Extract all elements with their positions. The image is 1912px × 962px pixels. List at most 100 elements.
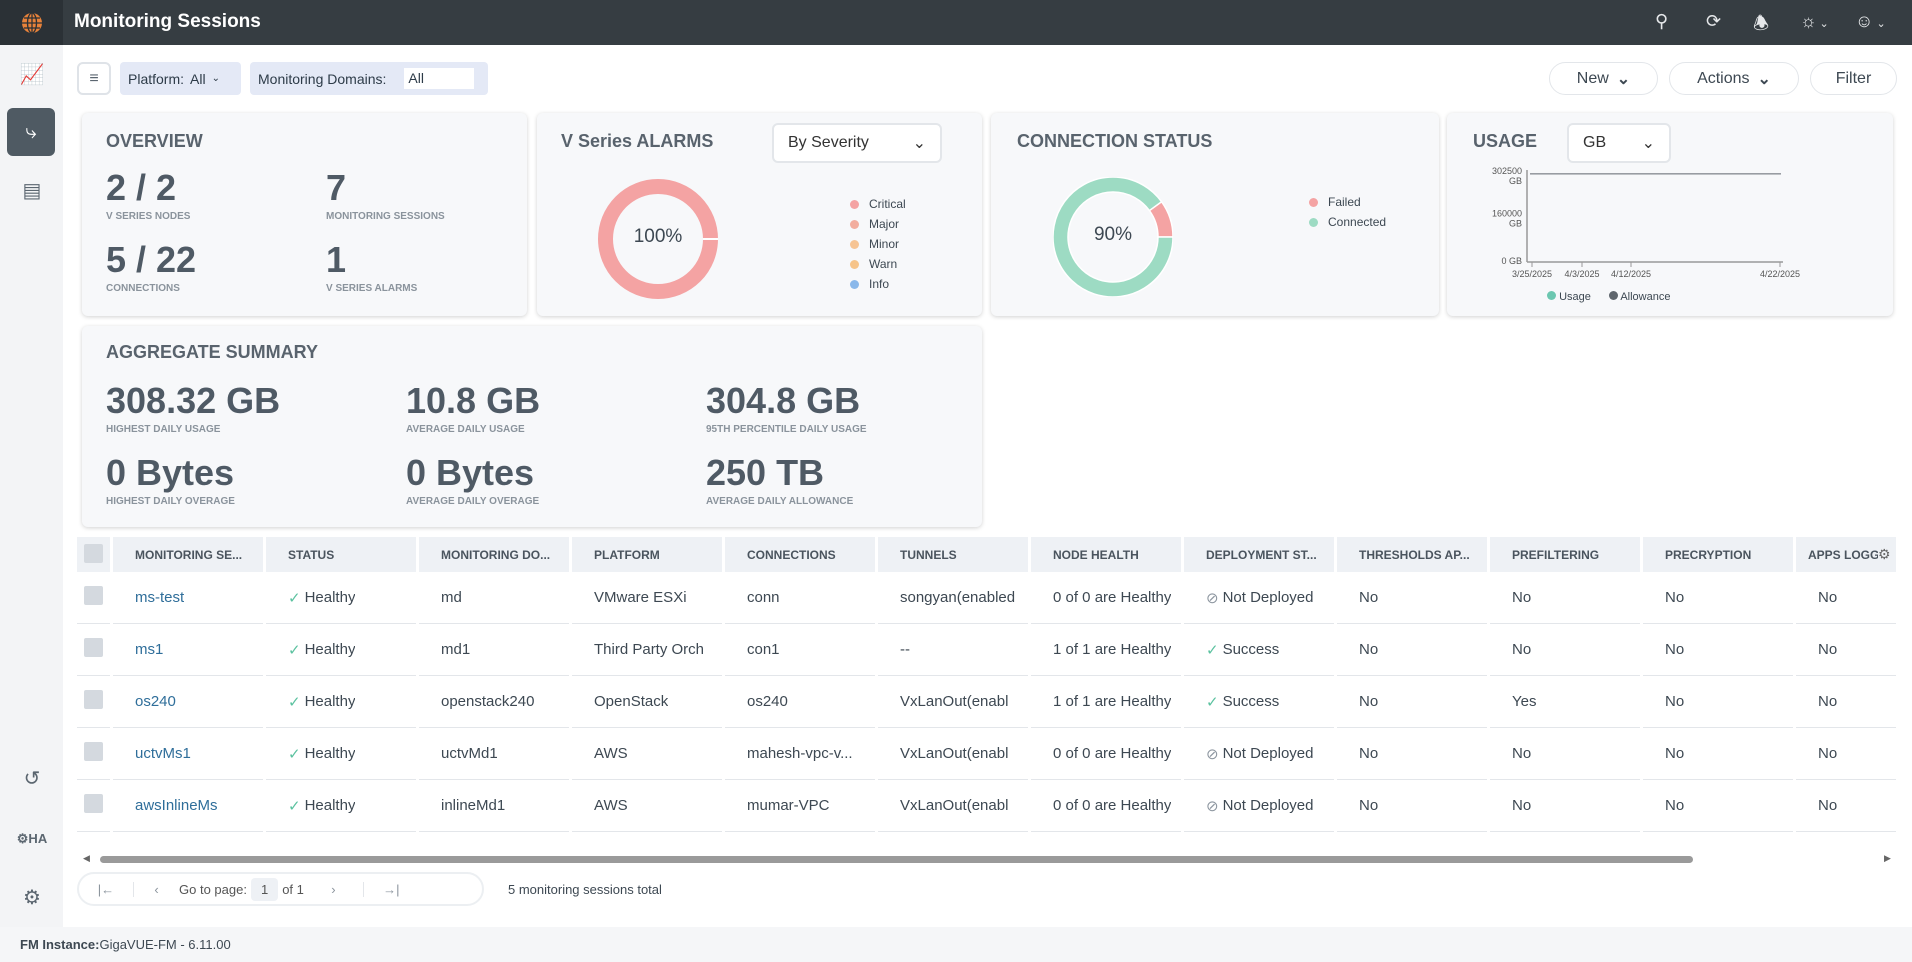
session-name-link[interactable]: ms-test: [113, 572, 263, 624]
cell-content: VMware ESXi: [594, 589, 718, 606]
column-header[interactable]: PREFILTERING: [1490, 537, 1640, 572]
high-availability-icon[interactable]: ⚙HA: [16, 831, 48, 846]
settings-gear-icon[interactable]: ⚙: [23, 886, 41, 909]
actions-button[interactable]: Actions ⌄: [1669, 62, 1799, 95]
column-header[interactable]: DEPLOYMENT ST...: [1184, 537, 1334, 572]
filter-toggle-button[interactable]: ≡: [77, 62, 111, 95]
legend-label: Minor: [869, 237, 900, 251]
table-cell: No: [1337, 572, 1487, 624]
new-button[interactable]: New ⌄: [1549, 62, 1658, 95]
table-row[interactable]: awsInlineMs ✓ Healthy inlineMd1 AWS mumar-VPC…: [77, 780, 1896, 832]
cell-content: No: [1818, 745, 1896, 762]
first-page-icon[interactable]: |←: [79, 881, 134, 897]
row-checkbox[interactable]: [84, 638, 103, 657]
dashboard-chart-icon[interactable]: 📈: [19, 63, 45, 86]
session-name-link[interactable]: ms1: [113, 624, 263, 676]
table-cell: ✓ Healthy: [266, 780, 416, 832]
allowance-dot-icon: [1608, 291, 1618, 300]
table-row[interactable]: uctvMs1 ✓ Healthy uctvMd1 AWS mahesh-vpc-v...…: [77, 728, 1896, 780]
y-tick-label: 160000 GB: [1492, 208, 1522, 228]
stat-value: 10.8 GB: [406, 380, 541, 421]
session-name-link[interactable]: uctvMs1: [113, 728, 263, 780]
last-page-icon[interactable]: →|: [383, 881, 400, 897]
history-icon[interactable]: ↺: [23, 767, 41, 790]
cell-text: VxLanOut(enabl: [900, 797, 1009, 814]
inventory-server-icon[interactable]: ▤: [22, 179, 42, 202]
cell-content: No: [1359, 693, 1483, 710]
user-icon[interactable]: ☺ ⌄: [1855, 11, 1886, 31]
table-cell: con1: [725, 624, 875, 676]
cell-content: 1 of 1 are Healthy: [1053, 641, 1177, 658]
sessions-table: MONITORING SE... STATUS MONITORING DO... PL…: [77, 537, 1896, 833]
check-circle-icon: ✓: [1206, 693, 1219, 711]
connection-donut-chart: [1053, 177, 1173, 297]
cell-content: 0 of 0 are Healthy: [1053, 797, 1177, 814]
cell-text: No: [1512, 745, 1532, 762]
column-header[interactable]: PLATFORM: [572, 537, 722, 572]
monitoring-sessions-icon[interactable]: ⤷: [7, 108, 55, 156]
stat-label: V SERIES ALARMS: [326, 283, 418, 294]
table-cell: ✓ Success: [1184, 624, 1334, 676]
column-header[interactable]: THRESHOLDS AP...: [1337, 537, 1487, 572]
column-header[interactable]: NODE HEALTH: [1031, 537, 1181, 572]
refresh-icon[interactable]: ⟳: [1706, 11, 1722, 31]
row-checkbox[interactable]: [84, 794, 103, 813]
bell-icon[interactable]: 🕭: [1753, 13, 1770, 33]
pagination: |← ‹ Go to page: 1 of 1 › →|: [77, 872, 484, 906]
cell-content: ⊘ Not Deployed: [1206, 589, 1330, 607]
table-row[interactable]: ms1 ✓ Healthy md1 Third Party Orch con1 -- 1 of…: [77, 624, 1896, 676]
select-all-checkbox[interactable]: [84, 543, 103, 563]
session-name-link[interactable]: os240: [113, 676, 263, 728]
page-input[interactable]: 1: [250, 877, 279, 901]
cell-text: mumar-VPC: [747, 797, 830, 814]
horizontal-scrollbar-thumb[interactable]: [100, 856, 1693, 863]
table-row[interactable]: ms-test ✓ Healthy md VMware ESXi conn songyan(…: [77, 572, 1896, 624]
row-checkbox[interactable]: [84, 742, 103, 761]
scroll-right-icon[interactable]: ▶: [1884, 853, 1891, 863]
filter-button[interactable]: Filter: [1810, 62, 1897, 95]
column-header[interactable]: CONNECTIONS: [725, 537, 875, 572]
stat-value: 0 Bytes: [406, 452, 535, 493]
domains-input[interactable]: All: [404, 68, 475, 89]
column-header[interactable]: TUNNELS: [878, 537, 1028, 572]
row-checkbox[interactable]: [84, 586, 103, 605]
legend-allowance: Allowance: [1608, 291, 1671, 303]
table-cell: VxLanOut(enabl: [878, 780, 1028, 832]
cell-content: ms1: [135, 641, 259, 658]
column-settings-gear-icon[interactable]: ⚙: [1878, 546, 1891, 563]
table-cell: 1 of 1 are Healthy: [1031, 624, 1181, 676]
search-icon[interactable]: ⚲: [1655, 11, 1669, 31]
severity-select[interactable]: By Severity ⌄: [772, 123, 942, 163]
column-header[interactable]: MONITORING DO...: [419, 537, 569, 572]
stat-value: 250 TB: [706, 452, 825, 493]
usage-legend: Usage Allowance: [1547, 291, 1670, 303]
theme-sun-icon[interactable]: ☼ ⌄: [1800, 11, 1829, 31]
aggregate-stat: 0 Bytes HIGHEST DAILY OVERAGE: [106, 452, 235, 507]
alarms-center-value: 100%: [633, 226, 683, 247]
legend-dot-icon: [850, 239, 859, 249]
session-name-link[interactable]: awsInlineMs: [113, 780, 263, 832]
legend-item: Major: [850, 214, 906, 234]
stat-label: MONITORING SESSIONS: [326, 211, 445, 222]
unit-select-value: GB: [1583, 134, 1607, 151]
platform-filter[interactable]: Platform: All ⌄: [120, 62, 241, 95]
alarms-card: V Series ALARMS By Severity ⌄ 100% Critic…: [537, 113, 982, 316]
column-header[interactable]: MONITORING SE...: [113, 537, 263, 572]
legend-label: Allowance: [1620, 291, 1671, 303]
aggregate-stat: 304.8 GB 95TH PERCENTILE DAILY USAGE: [706, 380, 867, 435]
chevron-down-icon: ⌄: [211, 73, 220, 84]
next-page-icon[interactable]: ›: [304, 881, 364, 897]
prev-page-icon[interactable]: ‹: [154, 881, 159, 897]
legend-label: Critical: [869, 197, 906, 211]
sidebar: [0, 45, 63, 927]
column-header[interactable]: PRECRYPTION: [1643, 537, 1793, 572]
cell-text: Success: [1222, 641, 1280, 658]
column-header[interactable]: STATUS: [266, 537, 416, 572]
scroll-left-icon[interactable]: ◀: [83, 853, 90, 863]
aggregate-stat: 10.8 GB AVERAGE DAILY USAGE: [406, 380, 540, 435]
chevron-down-icon: ⌄: [1641, 135, 1655, 152]
unit-select[interactable]: GB ⌄: [1567, 123, 1671, 163]
app-logo[interactable]: [0, 0, 63, 45]
table-row[interactable]: os240 ✓ Healthy openstack240 OpenStack os240 V…: [77, 676, 1896, 728]
row-checkbox[interactable]: [84, 690, 103, 709]
